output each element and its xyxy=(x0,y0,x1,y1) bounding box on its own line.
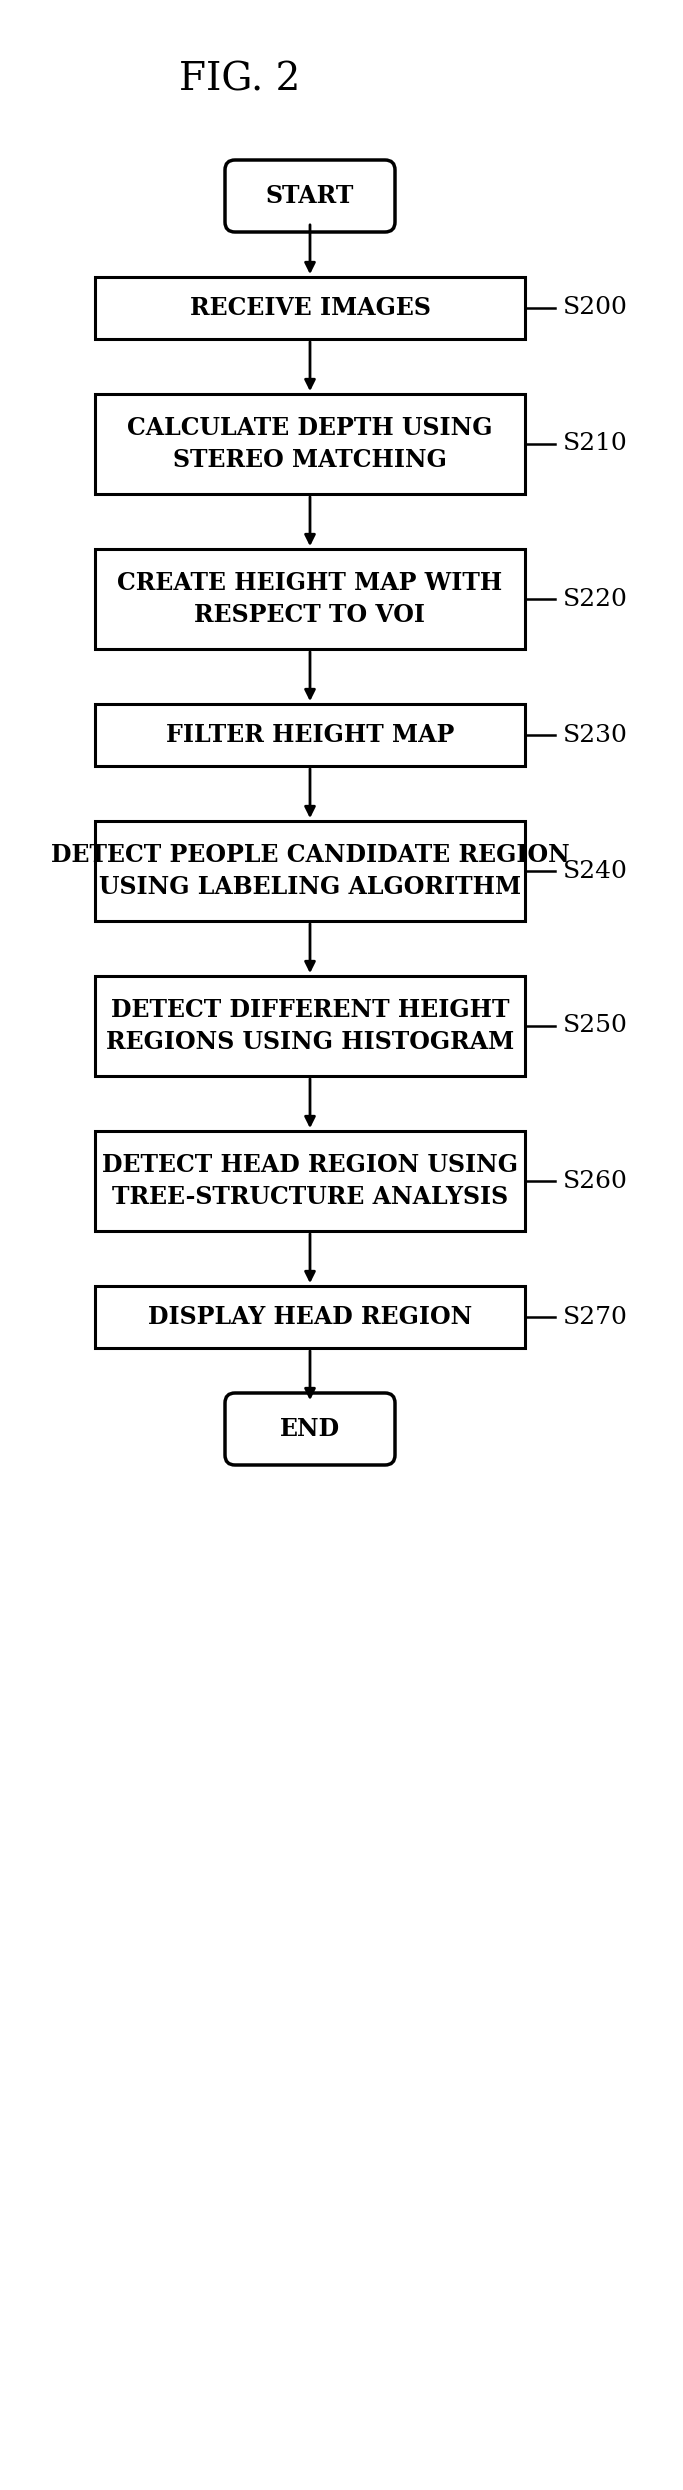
Bar xyxy=(95,1130,525,1230)
Text: DETECT DIFFERENT HEIGHT
REGIONS USING HISTOGRAM: DETECT DIFFERENT HEIGHT REGIONS USING HI… xyxy=(106,998,514,1053)
Text: S240: S240 xyxy=(563,859,628,881)
Text: S200: S200 xyxy=(563,296,628,319)
Text: DETECT HEAD REGION USING
TREE-STRUCTURE ANALYSIS: DETECT HEAD REGION USING TREE-STRUCTURE … xyxy=(102,1153,518,1208)
Text: S250: S250 xyxy=(563,1013,628,1038)
Text: FIG. 2: FIG. 2 xyxy=(180,62,301,100)
Text: S260: S260 xyxy=(563,1170,628,1193)
Text: CREATE HEIGHT MAP WITH
RESPECT TO VOI: CREATE HEIGHT MAP WITH RESPECT TO VOI xyxy=(117,570,503,627)
Text: END: END xyxy=(280,1417,340,1442)
Text: RECEIVE IMAGES: RECEIVE IMAGES xyxy=(190,296,430,321)
Bar xyxy=(95,822,525,921)
Text: S220: S220 xyxy=(563,588,628,610)
Bar xyxy=(95,705,525,767)
Text: DISPLAY HEAD REGION: DISPLAY HEAD REGION xyxy=(148,1305,472,1330)
Text: CALCULATE DEPTH USING
STEREO MATCHING: CALCULATE DEPTH USING STEREO MATCHING xyxy=(127,416,492,471)
FancyBboxPatch shape xyxy=(225,1392,395,1464)
FancyBboxPatch shape xyxy=(225,159,395,232)
Bar xyxy=(95,976,525,1076)
Text: S270: S270 xyxy=(563,1305,628,1330)
Bar xyxy=(95,393,525,493)
Text: DETECT PEOPLE CANDIDATE REGION
USING LABELING ALGORITHM: DETECT PEOPLE CANDIDATE REGION USING LAB… xyxy=(51,844,570,899)
Bar xyxy=(95,548,525,650)
Text: S230: S230 xyxy=(563,725,628,747)
Text: FILTER HEIGHT MAP: FILTER HEIGHT MAP xyxy=(166,722,454,747)
Text: S210: S210 xyxy=(563,433,628,456)
Bar xyxy=(95,276,525,339)
Text: START: START xyxy=(266,184,354,209)
Bar xyxy=(95,1285,525,1347)
